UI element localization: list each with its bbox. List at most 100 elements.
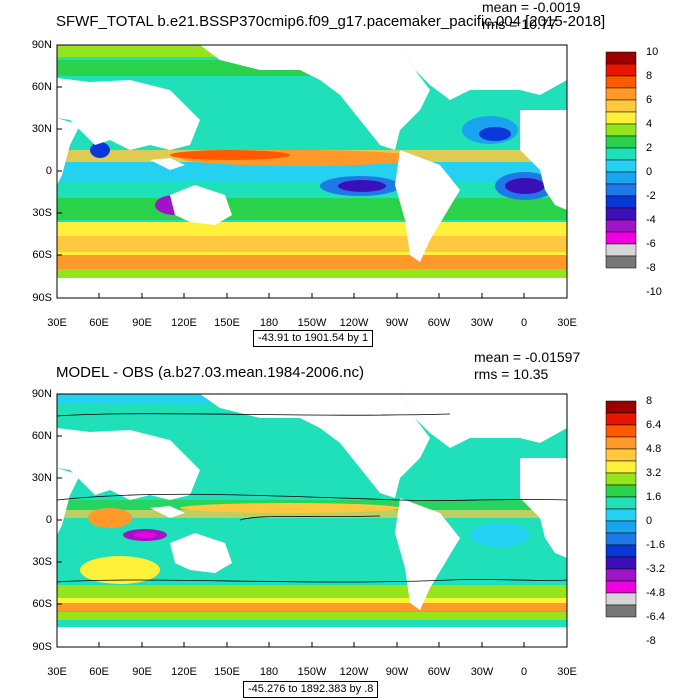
lon-label: 180 xyxy=(259,317,279,329)
lat-label: 60S xyxy=(32,249,52,261)
colorbar-swatch xyxy=(605,147,637,161)
lon-label: 120W xyxy=(339,666,369,678)
colorbar-label: 4.8 xyxy=(646,443,662,455)
lon-label: 150W xyxy=(297,666,327,678)
lon-label: 30E xyxy=(557,317,577,329)
colorbar-swatch xyxy=(605,496,637,510)
lat-label: 30N xyxy=(31,472,52,484)
lon-label: 90W xyxy=(385,317,409,329)
colorbar-swatch xyxy=(605,568,637,582)
lon-label: 60W xyxy=(427,317,451,329)
colorbar-swatch xyxy=(605,183,637,197)
colorbar-swatch xyxy=(605,460,637,474)
lon-label: 60E xyxy=(89,317,109,329)
colorbar-swatch xyxy=(605,520,637,534)
lon-label: 90E xyxy=(132,317,152,329)
rms-label: rms = 10.35 xyxy=(474,366,549,382)
colorbar-label: 6 xyxy=(646,94,653,106)
lon-label: 150E xyxy=(214,666,240,678)
colorbar-swatch xyxy=(605,87,637,101)
colorbar-2 xyxy=(605,400,637,618)
colorbar-swatch xyxy=(605,604,637,618)
lon-label: 0 xyxy=(520,317,528,329)
land-mask xyxy=(57,45,567,298)
lat-label: 60N xyxy=(31,81,52,93)
colorbar-swatch xyxy=(605,243,637,257)
lon-label: 150E xyxy=(214,317,240,329)
colorbar-swatch xyxy=(605,412,637,426)
colorbar-label: -6 xyxy=(646,238,656,250)
colorbar-swatch xyxy=(605,51,637,65)
colorbar-label: 8 xyxy=(646,70,653,82)
colorbar-label: 6.4 xyxy=(646,419,662,431)
lon-label: 180 xyxy=(259,666,279,678)
rms-label: rms = 10.77 xyxy=(482,16,557,32)
colorbar-swatch xyxy=(605,556,637,570)
lat-label: 0 xyxy=(45,514,52,526)
lat-label: 0 xyxy=(45,165,52,177)
colorbar-swatch xyxy=(605,135,637,149)
colorbar-swatch xyxy=(605,484,637,498)
panel-model-minus-obs: MODEL - OBS (a.b27.03.mean.1984-2006.nc)… xyxy=(0,350,700,700)
colorbar-swatch xyxy=(605,508,637,522)
lat-label: 30N xyxy=(31,123,52,135)
lon-label: 120W xyxy=(339,317,369,329)
colorbar-swatch xyxy=(605,207,637,221)
colorbar-swatch xyxy=(605,580,637,594)
colorbar-swatch xyxy=(605,75,637,89)
colorbar-swatch xyxy=(605,448,637,462)
colorbar-label: -1.6 xyxy=(646,539,665,551)
lon-label: 150W xyxy=(297,317,327,329)
colorbar-swatch xyxy=(605,219,637,233)
colorbar-swatch xyxy=(605,424,637,438)
colorbar-swatch xyxy=(605,195,637,209)
lat-label: 30S xyxy=(32,207,52,219)
lat-label: 30S xyxy=(32,556,52,568)
colorbar-label: -10 xyxy=(646,286,662,298)
lat-label: 60S xyxy=(32,598,52,610)
colorbar-label: -4.8 xyxy=(646,587,665,599)
colorbar-swatch xyxy=(605,231,637,245)
colorbar-swatch xyxy=(605,111,637,125)
colorbar-swatch xyxy=(605,472,637,486)
colorbar-swatch xyxy=(605,99,637,113)
lon-label: 30W xyxy=(470,317,494,329)
map-title: SFWF_TOTAL b.e21.BSSP370cmip6.f09_g17.pa… xyxy=(56,13,606,30)
lon-label: 0 xyxy=(520,666,528,678)
colorbar-label: -8 xyxy=(646,635,656,647)
colorbar-label: -6.4 xyxy=(646,611,665,623)
colorbar-label: -2 xyxy=(646,190,656,202)
lat-label: 60N xyxy=(31,430,52,442)
lon-label: 30E xyxy=(47,666,67,678)
lon-label: 30E xyxy=(557,666,577,678)
colorbar-swatch xyxy=(605,544,637,558)
lat-label: 90N xyxy=(31,388,52,400)
lat-label: 90S xyxy=(32,292,52,304)
lon-label: 120E xyxy=(171,317,197,329)
colorbar-swatch xyxy=(605,532,637,546)
lat-label: 90S xyxy=(32,641,52,653)
panel-sfwf-total: SFWF_TOTAL b.e21.BSSP370cmip6.f09_g17.pa… xyxy=(31,0,662,347)
lon-label: 90W xyxy=(385,666,409,678)
contour-range-box: -45.276 to 1892.383 by .8 xyxy=(243,681,379,698)
mean-label: mean = -0.01597 xyxy=(474,349,581,365)
colorbar-swatch xyxy=(605,436,637,450)
lon-label: 30W xyxy=(470,666,494,678)
lon-label: 60E xyxy=(89,666,109,678)
colorbar-label: -8 xyxy=(646,262,656,274)
colorbar-1 xyxy=(605,51,637,269)
colorbar-label: 0 xyxy=(646,166,653,178)
map-panel-2 xyxy=(56,393,637,648)
colorbar-swatch xyxy=(605,400,637,414)
contour-range-box: -43.91 to 1901.54 by 1 xyxy=(253,330,374,347)
colorbar-swatch xyxy=(605,592,637,606)
colorbar-label: 10 xyxy=(646,46,659,58)
colorbar-label: 4 xyxy=(646,118,653,130)
colorbar-label: 2 xyxy=(646,142,653,154)
lon-label: 30E xyxy=(47,317,67,329)
colorbar-swatch xyxy=(605,171,637,185)
colorbar-swatch xyxy=(605,63,637,77)
lon-label: 90E xyxy=(132,666,152,678)
colorbar-swatch xyxy=(605,159,637,173)
colorbar-label: 0 xyxy=(646,515,653,527)
